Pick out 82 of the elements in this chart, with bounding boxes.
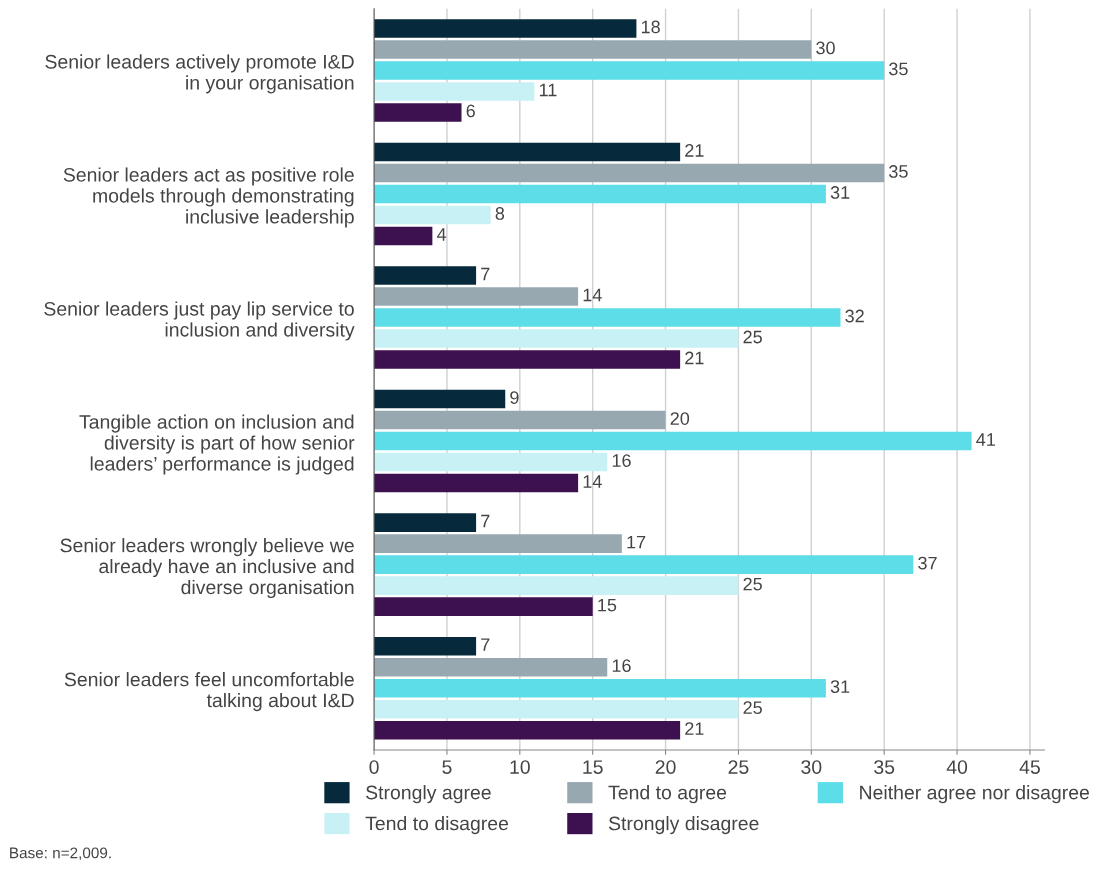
bar <box>374 410 666 430</box>
bar <box>374 142 681 162</box>
data-label: 25 <box>743 577 762 591</box>
data-label: 18 <box>641 20 660 34</box>
x-tick-label: 25 <box>728 760 749 774</box>
data-label: 9 <box>510 391 519 404</box>
bar <box>374 103 462 122</box>
legend-label: Strongly agree <box>366 785 491 804</box>
y-tick-label: Tangible action on inclusion and diversity is part of how senior leaders’ performance is judged <box>79 414 355 475</box>
bar <box>374 61 885 80</box>
x-tick-label: 40 <box>946 760 968 774</box>
x-tick-label: 15 <box>583 760 603 774</box>
data-label: 21 <box>685 144 704 157</box>
bar <box>374 329 739 348</box>
data-label: 31 <box>830 186 850 199</box>
data-label: 21 <box>685 351 704 365</box>
bar <box>374 19 637 38</box>
data-label: 31 <box>830 680 850 694</box>
data-label: 32 <box>845 309 864 323</box>
bar <box>374 226 433 246</box>
x-tick-label: 5 <box>442 760 452 774</box>
legend-label: Strongly disagree <box>608 816 759 835</box>
data-label: 20 <box>670 412 690 425</box>
x-tick-label: 45 <box>1019 760 1040 774</box>
data-label: 21 <box>685 722 704 735</box>
bar <box>374 163 885 183</box>
data-label: 25 <box>743 701 762 715</box>
data-label: 7 <box>481 638 490 651</box>
y-tick-label: Senior leaders just pay lip service to inclusion and diversity <box>44 301 355 341</box>
text: Base: n=2,009. <box>10 847 111 861</box>
data-label: 35 <box>889 62 908 76</box>
data-label: 17 <box>627 535 646 549</box>
bar <box>374 266 477 285</box>
bar <box>374 184 826 204</box>
bar <box>374 513 477 532</box>
data-label: 11 <box>539 83 557 97</box>
x-tick-label: 35 <box>874 760 895 774</box>
bar <box>374 555 914 574</box>
data-label: 30 <box>816 41 835 55</box>
legend-label: Neither agree nor disagree <box>860 785 1089 804</box>
x-tick-label: 10 <box>510 760 530 774</box>
y-tick-label: Senior leaders act as positive role models through demonstrating inclusive leadership <box>63 167 354 228</box>
data-label: 7 <box>481 514 490 528</box>
data-label: 14 <box>583 475 602 488</box>
data-label: 8 <box>495 207 505 220</box>
bar <box>374 636 477 656</box>
bar <box>374 287 579 306</box>
bar <box>374 576 739 595</box>
x-tick-label: 30 <box>801 760 822 774</box>
data-label: 41 <box>976 433 995 446</box>
data-label: 16 <box>612 454 631 467</box>
bar <box>374 473 579 493</box>
data-label: 37 <box>918 556 937 570</box>
y-tick-label: Senior leaders feel uncomfortable talking about I&D <box>64 672 354 712</box>
bar <box>374 82 535 101</box>
bar <box>374 657 608 677</box>
data-label: 25 <box>743 330 762 344</box>
bar <box>374 431 972 451</box>
bar <box>374 678 826 698</box>
data-label: 6 <box>466 104 475 118</box>
bar <box>374 389 506 409</box>
y-tick-label: Senior leaders wrongly believe we already have an inclusive and diverse organisation <box>60 538 354 599</box>
bar <box>374 40 812 59</box>
data-label: 16 <box>612 659 631 673</box>
legend-label: Tend to disagree <box>365 816 509 835</box>
data-label: 14 <box>583 288 602 302</box>
legend-label: Tend to agree <box>608 785 727 804</box>
bar <box>374 534 622 553</box>
data-label: 35 <box>889 165 908 178</box>
y-tick-label: Senior leaders actively promote I&D in your organisation <box>45 54 354 94</box>
bar <box>374 205 491 225</box>
bar <box>374 452 608 472</box>
bar <box>374 308 841 327</box>
bar <box>374 597 593 616</box>
x-tick-label: 20 <box>655 760 676 774</box>
data-label: 7 <box>481 267 490 281</box>
bar <box>374 720 681 740</box>
x-tick-label: 0 <box>369 760 379 774</box>
data-label: 4 <box>436 228 447 241</box>
bar <box>374 699 739 719</box>
bar <box>374 350 681 369</box>
data-label: 15 <box>598 598 617 612</box>
